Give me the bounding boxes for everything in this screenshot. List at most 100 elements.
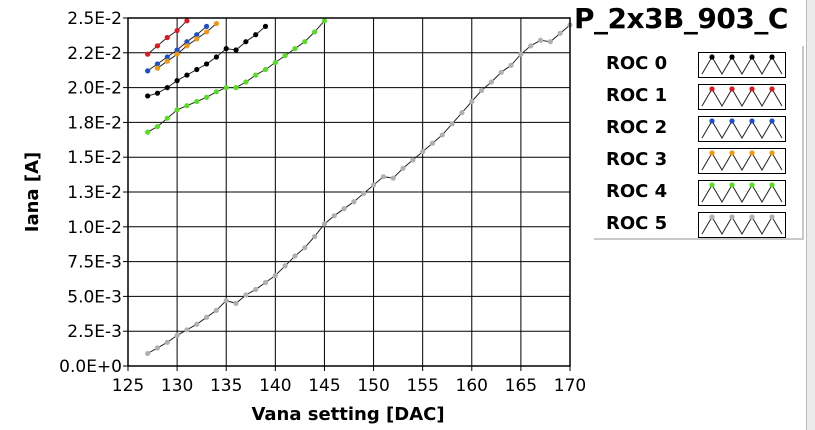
data-point-roc-4 [194,98,200,105]
swatch-marker [749,118,755,124]
series-line-roc-4 [147,20,325,133]
data-point-roc-1 [145,51,151,57]
data-point-roc-0 [233,47,239,53]
data-point-roc-3 [174,51,180,57]
legend-swatch-roc-2 [698,116,786,142]
data-point-roc-5 [331,213,337,219]
data-point-roc-5 [262,279,269,286]
data-point-roc-5 [282,263,288,269]
data-point-roc-5 [203,314,210,320]
data-point-roc-3 [184,43,190,49]
legend-label: ROC 1 [606,85,668,106]
swatch-marker [749,182,755,188]
data-point-roc-4 [164,115,170,121]
data-point-roc-5 [174,332,180,338]
chart-title: P_2x3B_903_C [574,2,788,35]
swatch-line [701,88,783,107]
data-point-roc-5 [449,121,455,127]
data-point-roc-0 [164,85,170,91]
data-point-roc-4 [302,39,308,45]
data-point-roc-5 [498,69,504,75]
data-point-roc-5 [292,253,298,259]
data-point-roc-3 [203,29,210,35]
series-roc-5 [145,22,573,357]
data-point-roc-4 [292,46,298,52]
data-point-roc-0 [253,32,259,38]
legend-label: ROC 5 [606,213,668,234]
data-point-roc-5 [400,165,406,171]
plot-frame [127,17,571,367]
data-point-roc-4 [321,18,328,24]
data-point-roc-0 [184,72,190,78]
data-point-roc-5 [420,149,426,155]
y-tick-label: 1.3E-2 [67,183,122,203]
data-point-roc-0 [194,66,200,73]
y-tick-label: 1.8E-2 [67,113,122,133]
swatch-marker [709,150,715,156]
data-point-roc-4 [262,66,269,73]
data-point-roc-5 [488,79,495,85]
data-point-roc-5 [145,350,151,357]
data-point-roc-5 [361,190,367,196]
swatch-marker [729,182,735,188]
swatch-marker [769,214,775,220]
series-roc-3 [154,20,219,71]
data-point-roc-1 [174,27,180,34]
data-point-roc-5 [547,39,553,45]
swatch-marker [769,182,775,188]
swatch-marker [729,86,735,92]
data-point-roc-4 [145,129,151,135]
y-tick-label: 2.5E-3 [67,322,122,342]
data-point-roc-5 [302,245,308,251]
data-point-roc-4 [154,123,161,130]
swatch-line [701,152,783,171]
legend-swatch-roc-1 [698,84,786,110]
legend-item-roc-3: ROC 3 [594,146,802,174]
swatch-marker [729,118,735,124]
data-point-roc-5 [233,300,239,306]
legend-item-roc-2: ROC 2 [594,114,802,142]
y-tick-label: 1.5E-2 [67,148,122,168]
data-point-roc-4 [272,59,278,66]
data-point-roc-5 [213,307,219,313]
x-tick-label: 140 [259,376,291,396]
swatch-marker [749,150,755,156]
swatch-marker [729,214,735,220]
data-point-roc-5 [223,297,229,304]
data-point-roc-0 [174,78,180,84]
swatch-line [701,216,783,235]
legend-swatch-roc-3 [698,148,786,174]
data-point-roc-5 [341,206,347,212]
swatch-marker [709,214,715,220]
legend-label: ROC 4 [606,181,668,202]
swatch-line [701,120,783,139]
data-point-roc-4 [243,79,249,85]
x-tick-label: 145 [308,376,340,396]
legend-swatch-roc-0 [698,52,786,78]
y-tick-label: 0.0E+0 [59,357,122,377]
data-point-roc-5 [479,87,485,93]
data-point-roc-5 [439,132,445,138]
data-point-roc-4 [223,85,229,91]
swatch-marker [769,54,775,60]
legend-label: ROC 2 [606,117,668,138]
data-point-roc-5 [312,233,318,240]
data-point-roc-5 [410,157,416,163]
data-point-roc-5 [370,182,377,188]
data-point-roc-0 [243,39,249,45]
legend-item-roc-0: ROC 0 [594,50,802,78]
window-edge [806,0,815,430]
data-point-roc-4 [174,107,180,113]
data-point-roc-1 [184,18,190,24]
series-roc-1 [145,18,190,57]
data-point-roc-2 [145,68,151,74]
data-point-roc-5 [537,37,544,43]
tick-labels: 125 130 135 140 145 150 155 160 165 170 0.0E+0 2.5E… [59,9,586,396]
x-tick-label: 135 [210,376,242,396]
swatch-marker [729,150,735,156]
legend-swatch-roc-4 [698,180,786,206]
data-point-roc-5 [518,51,524,57]
data-point-roc-4 [203,94,210,100]
x-tick-label: 165 [505,376,537,396]
legend-label: ROC 0 [606,53,668,74]
